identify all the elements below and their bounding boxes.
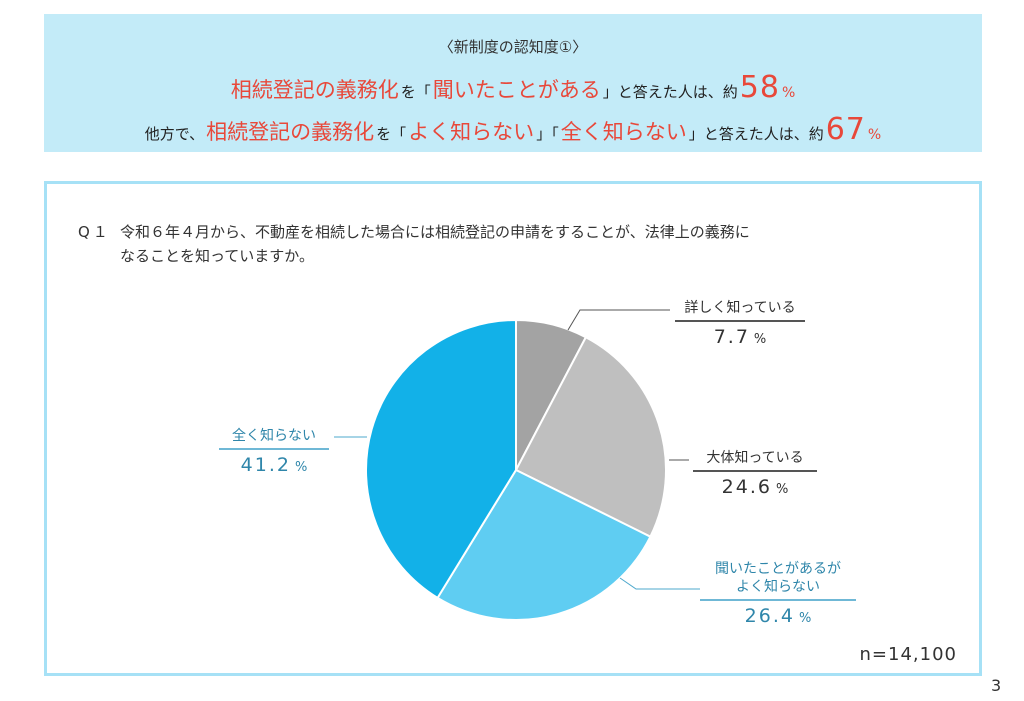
- pie-slices: [365, 318, 667, 621]
- headline-banner: 〈新制度の認知度①〉 相続登記の義務化 を「 聞いたことがある 」と答えた人は、約 5…: [44, 14, 982, 152]
- leader-line-heard: [619, 577, 700, 590]
- label-rule: [675, 320, 805, 322]
- headline-percent-58: 58: [739, 70, 780, 105]
- headline-emphasis-2: 相続登記の義務化: [206, 120, 375, 144]
- pie-chart: [334, 309, 700, 621]
- label-rule: [700, 599, 856, 601]
- label-none: 全く知らない 41.2%: [219, 427, 329, 481]
- label-rule: [693, 470, 817, 472]
- headline-line-2: 他方で、 相続登記の義務化 を「 よく知らない 」「 全く知らない 」と答えた人は、約 6…: [144, 112, 882, 147]
- sample-size: n=14,100: [859, 644, 957, 665]
- label-mostly: 大体知っている 24.6%: [693, 449, 817, 503]
- question-number: Q１: [78, 223, 111, 241]
- label-heard: 聞いたことがあるが よく知らない 26.4%: [700, 560, 856, 632]
- headline-quote-1: よく知らない: [408, 120, 535, 144]
- headline-emphasis: 相続登記の義務化: [230, 78, 399, 102]
- headline-quote: 聞いたことがある: [432, 78, 601, 102]
- page-number: 3: [991, 676, 1002, 695]
- pie-slice-mostly: [514, 335, 667, 539]
- pie-slice-none: [365, 318, 517, 600]
- headline-quote-2: 全く知らない: [560, 120, 687, 144]
- label-detailed: 詳しく知っている 7.7%: [675, 299, 805, 353]
- leader-line-detailed: [567, 309, 670, 331]
- pie-slice-heard: [436, 468, 652, 621]
- headline-subtitle: 〈新制度の認知度①〉: [438, 38, 588, 56]
- chart-panel: Q１ 令和６年４月から、不動産を相続した場合には相続登記の申請をすることが、法律上…: [44, 181, 982, 676]
- label-rule: [219, 448, 329, 450]
- headline-line-1: 相続登記の義務化 を「 聞いたことがある 」と答えた人は、約 58 %: [230, 70, 796, 105]
- question-text: Q１ 令和６年４月から、不動産を相続した場合には相続登記の申請をすることが、法律上…: [78, 220, 928, 268]
- headline-percent-67: 67: [825, 112, 866, 147]
